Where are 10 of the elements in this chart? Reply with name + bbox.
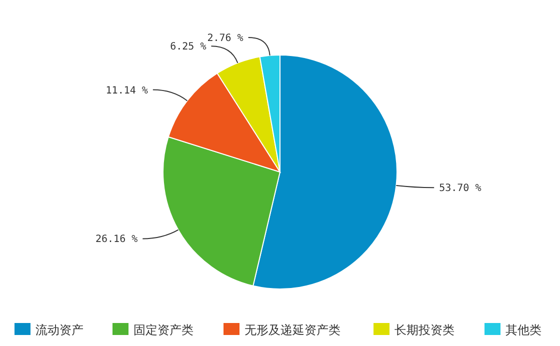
legend-label: 固定资产类 <box>134 323 194 338</box>
data-label: 53.70 % <box>439 183 482 194</box>
data-label: 11.14 % <box>106 85 148 96</box>
legend-label: 长期投资类 <box>394 323 454 338</box>
legend-label: 其他类 <box>506 323 542 338</box>
data-label: 26.16 % <box>95 234 138 246</box>
data-label: 6.25 % <box>170 42 206 53</box>
legend-label: 流动资产 <box>36 323 84 338</box>
legend-label: 无形及递延资产类 <box>244 323 340 338</box>
data-label: 2.76 % <box>207 33 244 44</box>
